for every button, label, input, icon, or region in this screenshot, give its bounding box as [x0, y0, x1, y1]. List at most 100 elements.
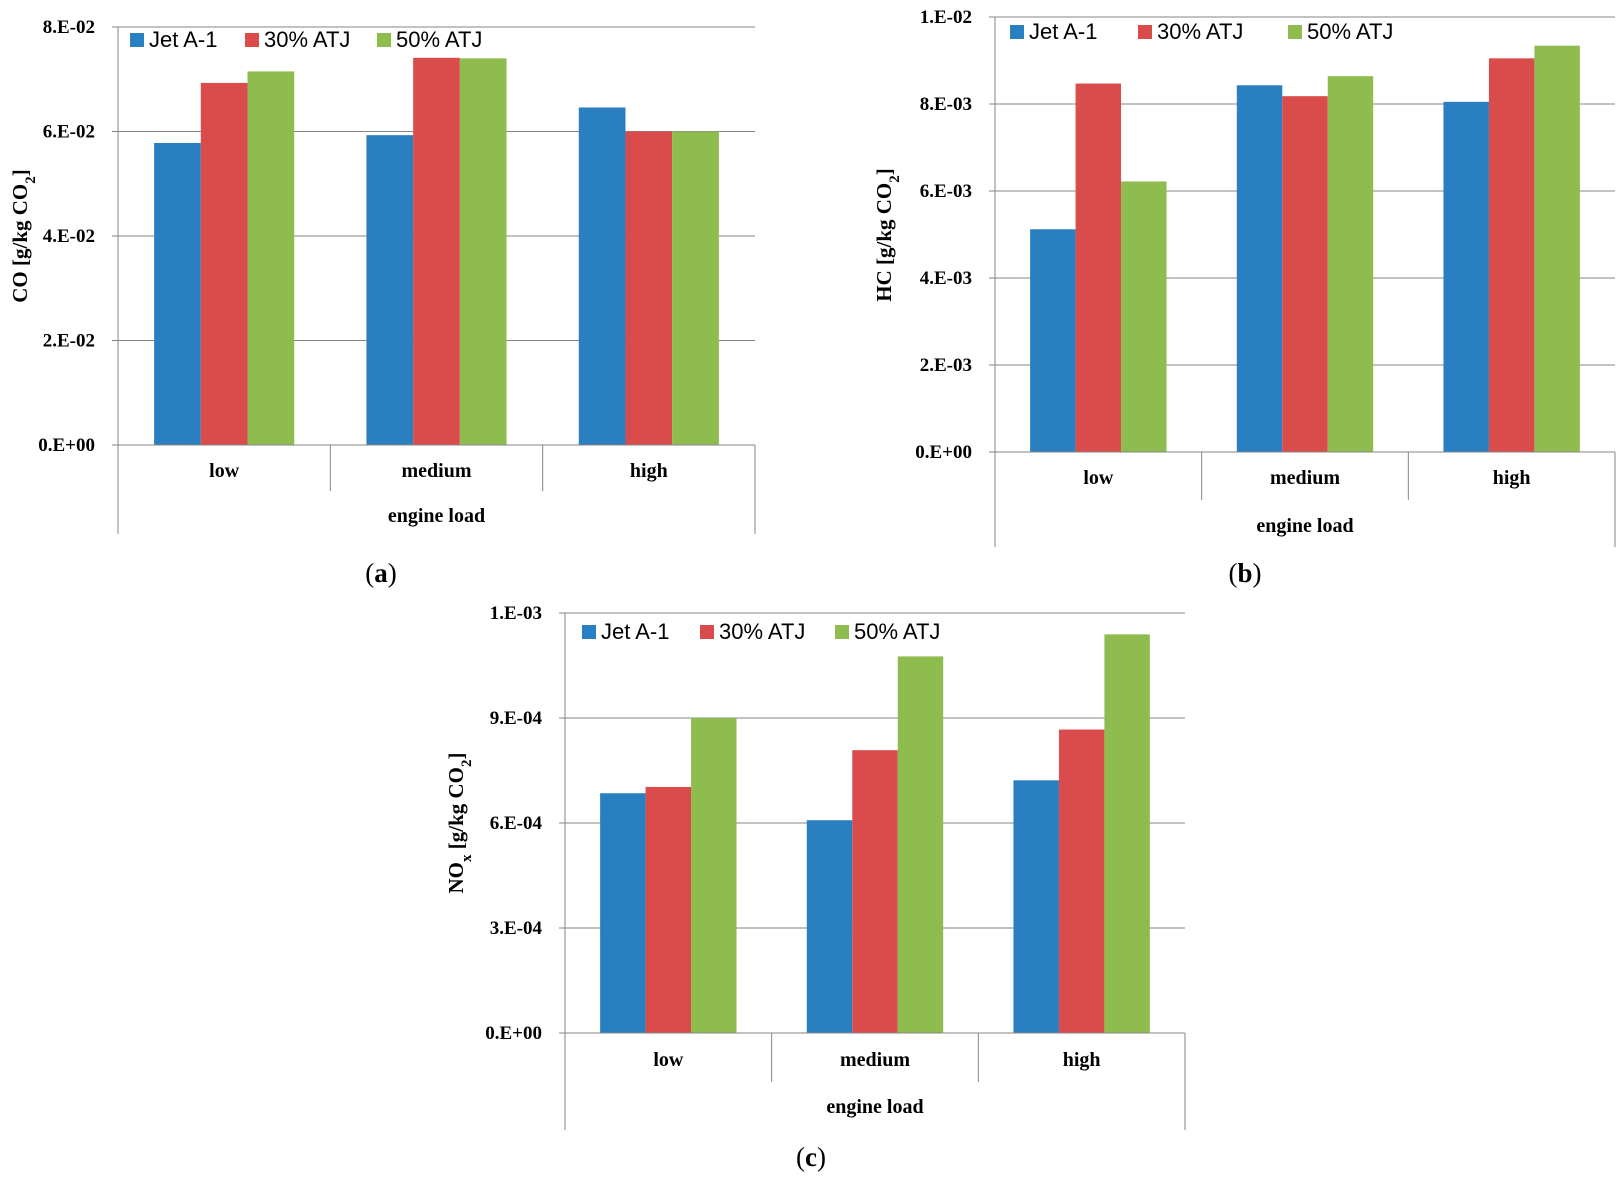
bar-low-50-atj [247, 71, 295, 445]
category-label-medium: medium [840, 1049, 910, 1071]
bar-medium-50-atj [897, 656, 944, 1033]
legend-swatch-50-atj [377, 33, 391, 47]
y-axis-title: NOx [g/kg CO2] [444, 752, 475, 893]
y-tick-label: 9.E-04 [490, 708, 543, 729]
category-label-medium: medium [1270, 467, 1340, 489]
bar-medium-30-atj [1282, 96, 1328, 453]
bar-high-jet-a-1 [578, 107, 626, 445]
bar-low-jet-a-1 [1030, 229, 1076, 452]
legend-label: 30% ATJ [719, 619, 805, 644]
x-axis-title: engine load [826, 1096, 923, 1118]
category-label-high: high [1063, 1049, 1101, 1071]
panel-label: (c) [796, 1142, 826, 1172]
y-axis-title: HC [g/kg CO2] [872, 168, 903, 302]
panel-paren-open: ( [796, 1142, 805, 1172]
panel-letter: a [374, 558, 388, 588]
y-axis-title-part: NO [444, 862, 468, 894]
y-tick-label: 4.E-02 [43, 226, 95, 247]
bar-low-jet-a-1 [154, 142, 201, 445]
y-axis-title-part: ] [444, 752, 468, 759]
legend-label: 50% ATJ [1307, 19, 1393, 44]
legend-swatch-jet-a-1 [1010, 25, 1024, 39]
x-axis-title: engine load [1256, 515, 1353, 537]
bar-medium-50-atj [459, 58, 507, 445]
panel-paren-open: ( [1228, 558, 1237, 588]
legend-label: 50% ATJ [396, 27, 482, 52]
y-tick-label: 3.E-04 [490, 918, 543, 939]
y-axis-title-part: CO [g/kg CO [8, 184, 32, 303]
y-tick-label: 0.E+00 [915, 442, 972, 463]
legend-swatch-jet-a-1 [582, 625, 596, 639]
category-label-low: low [1083, 467, 1114, 489]
legend-swatch-50-atj [835, 625, 849, 639]
y-axis-title-part: 2 [23, 176, 39, 184]
bar-low-30-atj [645, 786, 692, 1033]
bar-low-50-atj [1121, 181, 1167, 452]
legend-swatch-30-atj [245, 33, 259, 47]
y-axis-title-part: 2 [887, 175, 903, 183]
legend-swatch-30-atj [1138, 25, 1152, 39]
legend-swatch-30-atj [700, 625, 714, 639]
legend-label: Jet A-1 [1029, 19, 1097, 44]
panel-paren-close: ) [817, 1142, 826, 1172]
bar-medium-30-atj [852, 750, 898, 1033]
chart-c: 0.E+00 3.E-04 6.E-04 9.E-04 1.E-03 low medium h… [444, 603, 1186, 1172]
bar-high-30-atj [1058, 729, 1105, 1033]
y-tick-label: 6.E-04 [490, 813, 543, 834]
bar-medium-50-atj [1327, 76, 1374, 452]
y-axis-title-part: ] [8, 169, 32, 176]
y-axis-title-part: ] [872, 168, 896, 175]
category-label-high: high [630, 460, 668, 482]
legend-label: 50% ATJ [854, 619, 940, 644]
y-tick-label: 6.E-02 [43, 122, 95, 143]
y-axis-title-part: [g/kg CO [444, 767, 468, 855]
bar-high-50-atj [672, 131, 719, 445]
y-tick-label: 2.E-02 [43, 331, 95, 352]
y-tick-label: 6.E-03 [920, 181, 972, 202]
panel-paren-close: ) [388, 558, 397, 588]
y-tick-label: 2.E-03 [920, 355, 972, 376]
category-label-low: low [209, 460, 240, 482]
legend-label: 30% ATJ [1157, 19, 1243, 44]
y-tick-label: 0.E+00 [485, 1023, 542, 1044]
y-axis-title-part: x [459, 854, 475, 862]
bar-high-30-atj [1488, 58, 1535, 452]
y-tick-label: 0.E+00 [38, 435, 95, 456]
bar-high-50-atj [1534, 45, 1580, 453]
y-axis-title-part: 2 [459, 759, 475, 767]
panel-paren-open: ( [365, 558, 374, 588]
legend-label: Jet A-1 [149, 27, 217, 52]
panel-label: (a) [365, 558, 397, 588]
legend-label: Jet A-1 [601, 619, 669, 644]
panel-letter: b [1237, 558, 1252, 588]
x-axis-title: engine load [388, 505, 485, 527]
bar-low-jet-a-1 [600, 793, 646, 1033]
category-label-high: high [1493, 467, 1531, 489]
bar-low-30-atj [200, 82, 248, 445]
category-label-medium: medium [402, 460, 472, 482]
legend-label: 30% ATJ [264, 27, 350, 52]
bar-low-50-atj [691, 718, 737, 1033]
y-axis-title: CO [g/kg CO2] [8, 169, 39, 303]
bar-medium-jet-a-1 [366, 135, 414, 445]
y-tick-label: 1.E-03 [490, 603, 542, 624]
panel-letter: c [805, 1142, 817, 1172]
legend-swatch-50-atj [1288, 25, 1302, 39]
y-tick-label: 8.E-03 [920, 94, 972, 115]
legend-swatch-jet-a-1 [130, 33, 144, 47]
y-tick-label: 8.E-02 [43, 17, 95, 38]
bar-low-30-atj [1075, 83, 1122, 453]
y-tick-label: 1.E-02 [920, 7, 972, 28]
bar-medium-jet-a-1 [806, 820, 853, 1033]
chart-a: 0.E+00 2.E-02 4.E-02 6.E-02 8.E-02 low medium h… [8, 17, 756, 588]
category-label-low: low [653, 1049, 684, 1071]
bar-high-jet-a-1 [1013, 780, 1059, 1033]
bar-high-30-atj [625, 131, 673, 445]
y-axis-title-part: HC [g/kg CO [872, 183, 896, 302]
bar-high-jet-a-1 [1443, 101, 1489, 452]
panel-label: (b) [1228, 558, 1261, 588]
bar-medium-30-atj [413, 57, 460, 445]
chart-b: 0.E+00 2.E-03 4.E-03 6.E-03 8.E-03 1.E-02 low m… [872, 7, 1616, 588]
y-tick-label: 4.E-03 [920, 268, 972, 289]
